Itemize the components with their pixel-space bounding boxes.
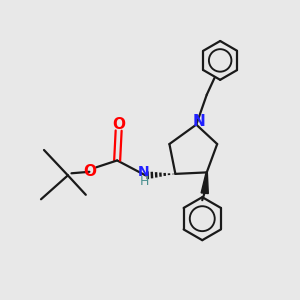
Polygon shape	[201, 172, 208, 194]
Text: N: N	[192, 113, 205, 128]
Text: O: O	[83, 164, 96, 179]
Text: H: H	[139, 176, 149, 188]
Text: N: N	[138, 165, 150, 179]
Text: O: O	[112, 116, 125, 131]
